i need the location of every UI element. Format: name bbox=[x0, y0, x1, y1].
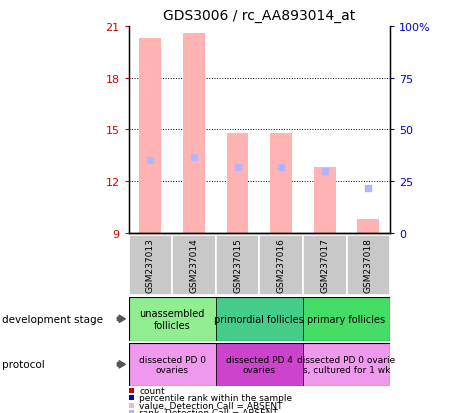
Text: dissected PD 0 ovarie
s, cultured for 1 wk: dissected PD 0 ovarie s, cultured for 1 … bbox=[297, 355, 396, 374]
Title: GDS3006 / rc_AA893014_at: GDS3006 / rc_AA893014_at bbox=[163, 9, 355, 23]
Text: GSM237013: GSM237013 bbox=[146, 238, 155, 293]
Bar bbox=[216, 297, 303, 341]
Bar bbox=[303, 297, 390, 341]
Bar bbox=[314, 168, 336, 233]
Text: dissected PD 0
ovaries: dissected PD 0 ovaries bbox=[138, 355, 206, 374]
Text: GSM237017: GSM237017 bbox=[320, 238, 329, 293]
Text: GSM237016: GSM237016 bbox=[276, 238, 285, 293]
Text: GSM237015: GSM237015 bbox=[233, 238, 242, 293]
Text: unassembled
follicles: unassembled follicles bbox=[139, 308, 205, 330]
Bar bbox=[139, 39, 161, 233]
Text: primordial follicles: primordial follicles bbox=[214, 314, 304, 324]
Bar bbox=[346, 235, 390, 295]
Bar bbox=[270, 133, 292, 233]
Text: percentile rank within the sample: percentile rank within the sample bbox=[139, 393, 293, 402]
Text: primary follicles: primary follicles bbox=[308, 314, 386, 324]
Bar bbox=[129, 235, 172, 295]
Text: protocol: protocol bbox=[2, 359, 45, 370]
Text: GSM237014: GSM237014 bbox=[189, 238, 198, 293]
Bar bbox=[358, 220, 379, 233]
Bar bbox=[216, 235, 259, 295]
Bar bbox=[129, 343, 216, 386]
Bar bbox=[172, 235, 216, 295]
Bar bbox=[303, 343, 390, 386]
Text: rank, Detection Call = ABSENT: rank, Detection Call = ABSENT bbox=[139, 408, 278, 413]
Text: dissected PD 4
ovaries: dissected PD 4 ovaries bbox=[226, 355, 293, 374]
Bar bbox=[226, 133, 249, 233]
Bar bbox=[259, 235, 303, 295]
Text: GSM237018: GSM237018 bbox=[364, 238, 373, 293]
Bar bbox=[303, 235, 346, 295]
Bar bbox=[129, 297, 216, 341]
Text: development stage: development stage bbox=[2, 314, 103, 324]
Bar bbox=[183, 34, 205, 233]
Bar bbox=[216, 343, 303, 386]
Text: count: count bbox=[139, 386, 165, 395]
Text: value, Detection Call = ABSENT: value, Detection Call = ABSENT bbox=[139, 401, 283, 410]
